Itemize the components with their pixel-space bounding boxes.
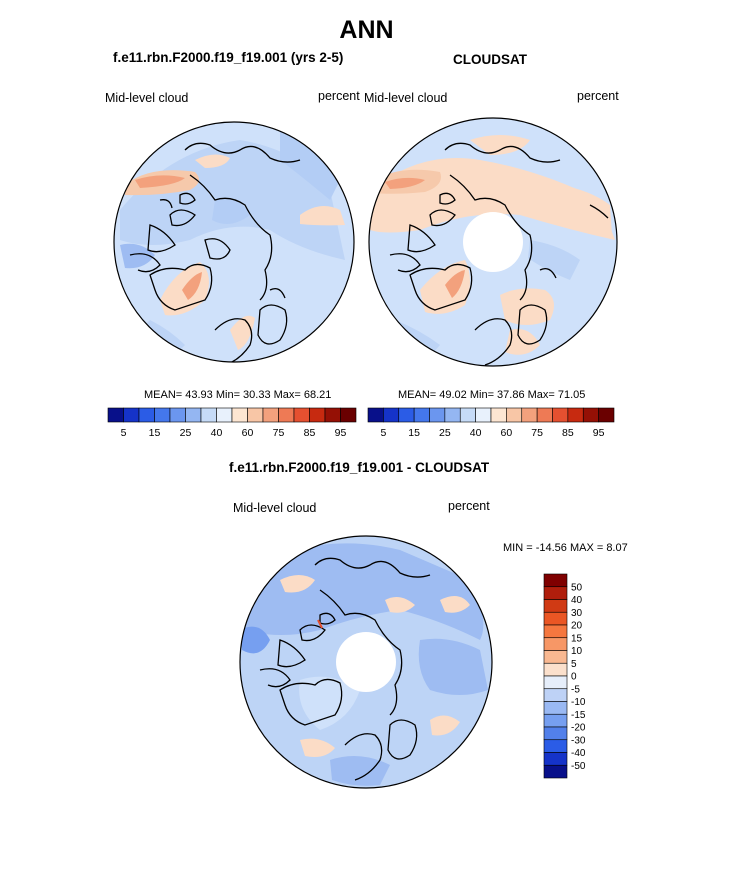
difference-colorbar-tick-label: -20 [571, 723, 586, 734]
model-colorbar-swatch [123, 407, 140, 423]
cloudsat-colorbar-swatch [475, 407, 492, 423]
difference-colorbar-tick-label: 5 [571, 659, 577, 670]
cloudsat-colorbar-swatch [444, 407, 461, 423]
model-colorbar-tick-label: 40 [211, 427, 223, 439]
cloudsat-colorbar-swatch [552, 407, 569, 423]
difference-colorbar-swatch [543, 713, 568, 728]
model-polar-map [113, 121, 355, 363]
difference-colorbar-tick-label: -50 [571, 761, 586, 772]
model-colorbar-swatch [200, 407, 217, 423]
difference-colorbar-tick-label: 20 [571, 621, 583, 632]
panel-1-title: f.e11.rbn.F2000.f19_f19.001 (yrs 2-5) [113, 50, 344, 65]
difference-polar-map [239, 535, 493, 789]
model-colorbar-tick-label: 85 [304, 427, 316, 439]
difference-colorbar-swatch [543, 739, 568, 753]
model-colorbar-swatch [107, 407, 124, 423]
difference-colorbar-tick-label: -30 [571, 735, 586, 746]
cloudsat-colorbar-swatch [582, 407, 599, 423]
model-colorbar-swatch [262, 407, 279, 423]
model-colorbar-swatch [185, 407, 202, 423]
difference-colorbar-tick-label: 30 [571, 608, 583, 619]
difference-colorbar-tick-label: -40 [571, 748, 586, 759]
model-colorbar-tick-label: 25 [180, 427, 192, 439]
model-colorbar-tick-label: 95 [335, 427, 347, 439]
difference-colorbar-tick-label: 0 [571, 672, 577, 683]
difference-colorbar-tick-label: 40 [571, 595, 583, 606]
model-colorbar-swatch [231, 407, 248, 423]
cloudsat-colorbar-tick-label: 5 [380, 427, 386, 439]
page-title: ANN [339, 16, 394, 44]
cloudsat-colorbar-tick-label: 75 [531, 427, 543, 439]
model-colorbar: 5 15 25 40 60 75 85 95 [107, 407, 357, 439]
cloudsat-colorbar-tick-label: 95 [593, 427, 605, 439]
model-colorbar-swatch [278, 407, 295, 423]
difference-colorbar-swatch [543, 701, 568, 715]
difference-colorbar-tick-label: -5 [571, 684, 580, 695]
cloudsat-colorbar-tick-label: 85 [562, 427, 574, 439]
model-colorbar-tick-label: 5 [121, 427, 127, 439]
model-colorbar-swatch [309, 407, 326, 423]
model-colorbar-swatch [216, 407, 233, 423]
difference-colorbar-swatch [543, 764, 568, 779]
difference-colorbar-swatch [543, 599, 568, 613]
cloudsat-colorbar-tick-label: 40 [470, 427, 482, 439]
model-colorbar-swatch [169, 407, 186, 423]
panel-3-units-label: percent [448, 499, 490, 513]
model-colorbar-swatch [247, 407, 264, 423]
cloudsat-polar-map [368, 117, 618, 367]
cloudsat-colorbar-swatch [367, 407, 384, 423]
model-colorbar-tick-label: 60 [242, 427, 254, 439]
model-colorbar-tick-label: 15 [149, 427, 161, 439]
model-colorbar-swatch [138, 407, 155, 423]
cloudsat-colorbar-swatch [567, 407, 584, 423]
panel-3-min-max: MIN = -14.56 MAX = 8.07 [503, 542, 628, 554]
cloudsat-colorbar-swatch [398, 407, 415, 423]
cloudsat-colorbar-swatch [506, 407, 523, 423]
panel-2-variable-label: Mid-level cloud [364, 91, 448, 105]
panel-3-title: f.e11.rbn.F2000.f19_f19.001 - CLOUDSAT [229, 460, 490, 475]
panel-2-units-label: percent [577, 89, 619, 103]
difference-colorbar-swatch [543, 586, 568, 600]
difference-colorbar-swatch [543, 624, 568, 639]
difference-colorbar-tick-label: -15 [571, 710, 586, 721]
cloudsat-colorbar-swatch [429, 407, 446, 423]
cloudsat-colorbar-swatch [598, 407, 615, 423]
cloudsat-colorbar: 5 15 25 40 60 75 85 95 [367, 407, 615, 439]
panel-3-variable-label: Mid-level cloud [233, 501, 317, 515]
model-colorbar-swatch [324, 407, 341, 423]
difference-colorbar-tick-label: -10 [571, 697, 586, 708]
difference-colorbar-swatch [543, 650, 568, 664]
model-colorbar-tick-label: 75 [273, 427, 285, 439]
cloudsat-colorbar-tick-label: 15 [408, 427, 420, 439]
cloudsat-colorbar-swatch [413, 407, 430, 423]
cloudsat-colorbar-swatch [490, 407, 507, 423]
difference-colorbar-swatch [543, 752, 568, 766]
panel-1-stats: MEAN= 43.93 Min= 30.33 Max= 68.21 [144, 389, 332, 401]
difference-colorbar-swatch [543, 573, 568, 588]
difference-colorbar-swatch [543, 611, 568, 626]
model-colorbar-swatch [340, 407, 357, 423]
cloudsat-colorbar-swatch [383, 407, 400, 423]
panel-2-title: CLOUDSAT [453, 52, 527, 67]
cloudsat-colorbar-tick-label: 25 [439, 427, 451, 439]
cloudsat-colorbar-tick-label: 60 [501, 427, 513, 439]
difference-colorbar-tick-label: 10 [571, 646, 583, 657]
cloudsat-colorbar-swatch [536, 407, 553, 423]
difference-colorbar-swatch [543, 675, 568, 690]
difference-colorbar-tick-label: 15 [571, 633, 583, 644]
model-colorbar-swatch [154, 407, 171, 423]
difference-colorbar-swatch [543, 688, 568, 702]
panel-1-variable-label: Mid-level cloud [105, 91, 189, 105]
cloudsat-colorbar-swatch [459, 407, 476, 423]
cloudsat-colorbar-swatch [521, 407, 538, 423]
difference-colorbar-swatch [543, 662, 568, 677]
panel-2-stats: MEAN= 49.02 Min= 37.86 Max= 71.05 [398, 389, 586, 401]
panel-1-units-label: percent [318, 89, 360, 103]
difference-colorbar-swatch [543, 726, 568, 741]
difference-colorbar-tick-label: 50 [571, 582, 583, 593]
difference-colorbar-swatch [543, 637, 568, 651]
model-colorbar-swatch [293, 407, 310, 423]
